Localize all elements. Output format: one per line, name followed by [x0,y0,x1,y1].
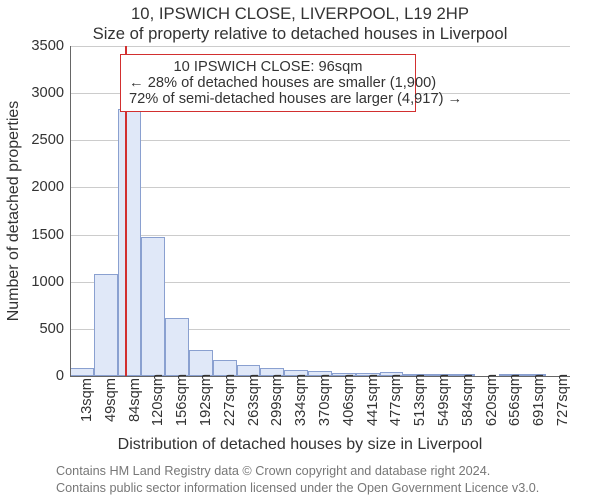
x-tick-label: 120sqm [146,374,166,426]
y-tick-label: 3500 [31,38,70,54]
page-title: 10, IPSWICH CLOSE, LIVERPOOL, L19 2HP [0,4,600,24]
property-callout: 10 IPSWICH CLOSE: 96sqm ← 28% of detache… [120,54,416,112]
x-tick-label: 441sqm [361,374,381,426]
attribution-text: Contains HM Land Registry data © Crown c… [56,463,539,496]
x-tick-label: 156sqm [170,374,190,426]
callout-line-1: 10 IPSWICH CLOSE: 96sqm [129,59,407,75]
x-tick-label: 406sqm [337,374,357,426]
x-tick-label: 656sqm [503,374,523,426]
figure-root: { "titles": { "address": "10, IPSWICH CL… [0,0,600,500]
histogram-bar [70,368,94,376]
x-tick-label: 727sqm [551,374,571,426]
histogram-bar [189,350,213,376]
y-tick-label: 0 [56,368,70,384]
y-axis-label: Number of detached properties [5,101,23,322]
x-tick-label: 192sqm [194,374,214,426]
grid-line [70,46,570,47]
x-tick-label: 227sqm [218,374,238,426]
x-tick-label: 13sqm [75,378,95,422]
x-tick-label: 370sqm [313,374,333,426]
y-tick-label: 2500 [31,132,70,148]
y-tick-label: 1500 [31,227,70,243]
x-axis-label: Distribution of detached houses by size … [0,436,600,454]
y-tick-label: 1000 [31,274,70,290]
x-tick-label: 549sqm [432,374,452,426]
x-tick-label: 620sqm [480,374,500,426]
x-tick-label: 299sqm [265,374,285,426]
histogram-bar [118,109,142,376]
callout-line-3: 72% of semi-detached houses are larger (… [129,91,407,107]
grid-line [70,187,570,188]
y-tick-label: 3000 [31,85,70,101]
x-tick-label: 49sqm [99,378,119,422]
page-subtitle: Size of property relative to detached ho… [0,24,600,44]
histogram-bar [94,274,118,376]
x-tick-label: 691sqm [527,374,547,426]
y-tick-label: 2000 [31,179,70,195]
grid-line [70,235,570,236]
attribution-line-2: Contains public sector information licen… [56,480,539,496]
histogram-bar [165,318,189,376]
x-tick-label: 584sqm [456,374,476,426]
attribution-line-1: Contains HM Land Registry data © Crown c… [56,463,539,479]
x-tick-label: 263sqm [242,374,262,426]
y-tick-label: 500 [40,321,70,337]
x-tick-label: 84sqm [123,378,143,422]
callout-line-2: ← 28% of detached houses are smaller (1,… [129,75,407,91]
x-tick-label: 513sqm [408,374,428,426]
x-tick-label: 334sqm [289,374,309,426]
y-axis-line [70,46,71,376]
histogram-bar [141,237,165,376]
grid-line [70,140,570,141]
x-tick-label: 477sqm [384,374,404,426]
